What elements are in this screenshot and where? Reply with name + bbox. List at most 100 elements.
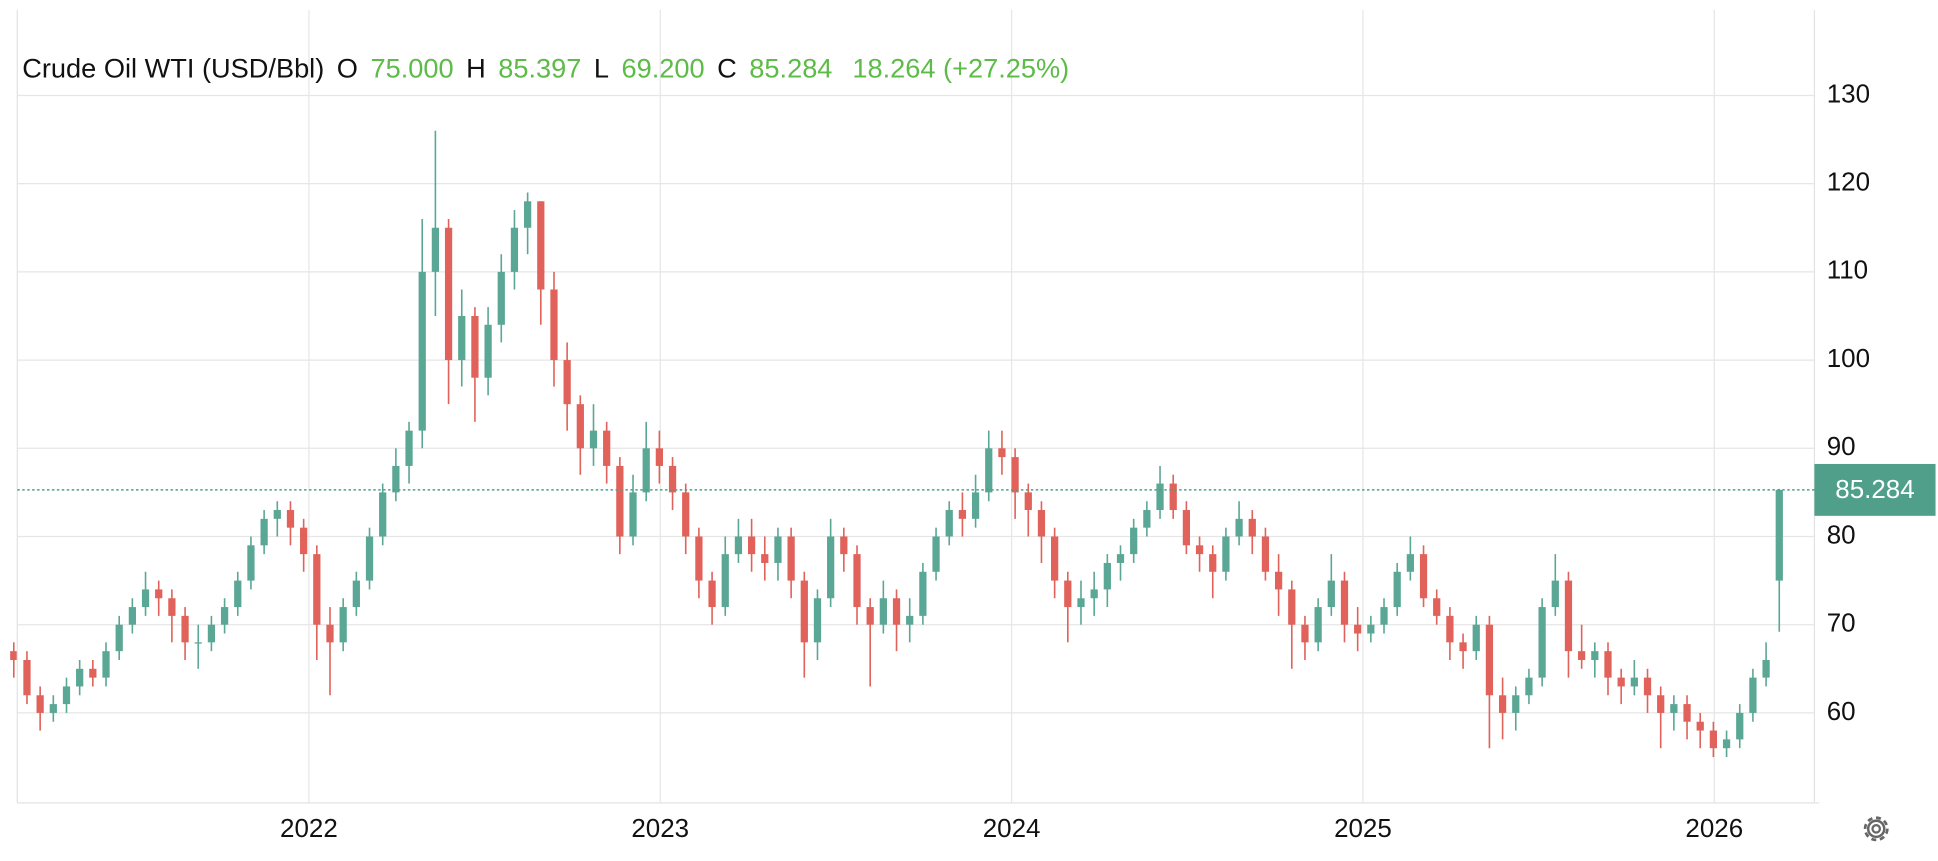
- candle-body: [721, 554, 729, 608]
- candle-body: [49, 704, 57, 713]
- candle-body: [761, 554, 769, 563]
- candle-body: [1538, 607, 1546, 678]
- y-tick-label: 70: [1827, 610, 1856, 638]
- x-tick-label: 2025: [1334, 815, 1392, 843]
- candle-body: [1024, 492, 1032, 511]
- candle-body: [853, 554, 861, 608]
- high-value: 85.397: [498, 53, 581, 84]
- candle-body: [1367, 624, 1375, 634]
- candle-body: [1498, 695, 1507, 713]
- candle-body: [1301, 624, 1309, 643]
- candle-body: [10, 651, 18, 660]
- candle-body: [537, 201, 545, 290]
- candle-body: [1090, 589, 1098, 599]
- candle-body: [1051, 536, 1059, 581]
- candle-body: [155, 589, 163, 599]
- candle-body: [220, 607, 229, 625]
- candle-body: [431, 227, 440, 272]
- candle-body: [1617, 677, 1625, 687]
- last-price-tag: [1814, 463, 1936, 516]
- candle-body: [1077, 598, 1085, 608]
- candle-body: [1419, 554, 1428, 599]
- candle-body: [629, 492, 637, 537]
- candle-body: [589, 430, 598, 449]
- candle-body: [1156, 483, 1164, 511]
- candle-body: [971, 492, 980, 519]
- candle-body: [774, 536, 782, 563]
- candle-body: [339, 607, 347, 643]
- candle-body: [444, 227, 453, 361]
- candle-body: [563, 360, 571, 405]
- candle-body: [866, 607, 874, 625]
- candle-body: [1274, 571, 1283, 590]
- x-tick-label: 2023: [631, 815, 689, 843]
- candle-body: [734, 536, 743, 555]
- candle-body: [1116, 554, 1125, 563]
- candle-body: [1248, 518, 1256, 537]
- candle-body: [194, 642, 202, 644]
- candle-body: [405, 430, 413, 466]
- candle-body: [1169, 483, 1177, 511]
- candle-body: [36, 695, 44, 713]
- change-value: 18.264 (+27.25%): [852, 53, 1069, 84]
- candle-body: [379, 492, 387, 537]
- candle-body: [1446, 615, 1454, 643]
- candle-body: [1235, 518, 1243, 537]
- y-tick-label: 60: [1827, 698, 1856, 726]
- candle-body: [128, 607, 136, 625]
- y-tick-label: 90: [1827, 433, 1856, 461]
- candle-body: [668, 465, 677, 493]
- candle-body: [1406, 554, 1414, 572]
- candle-body: [168, 598, 176, 616]
- candle-body: [800, 580, 808, 643]
- candle-body: [747, 536, 756, 555]
- candle-body: [695, 536, 703, 581]
- candle-body: [945, 510, 953, 537]
- open-value: 75.000: [370, 53, 453, 84]
- close-value: 85.284: [749, 53, 832, 84]
- candle-body: [1459, 642, 1467, 652]
- candle-body: [1103, 562, 1111, 590]
- candle-body: [958, 510, 967, 519]
- candle-body: [1064, 580, 1072, 608]
- candle-body: [642, 448, 650, 493]
- candle-body: [392, 465, 400, 493]
- candle-body: [1433, 598, 1441, 616]
- candle-body: [576, 404, 584, 449]
- candle-body: [484, 324, 492, 378]
- candle-body: [23, 659, 31, 696]
- candle-body: [1130, 527, 1138, 555]
- candle-body: [1643, 677, 1652, 696]
- candle-body: [1564, 580, 1573, 652]
- instrument-name: Crude Oil WTI (USD/Bbl): [22, 53, 324, 84]
- candle-body: [655, 448, 663, 466]
- candle-body: [1775, 489, 1783, 581]
- x-tick-label: 2024: [983, 815, 1041, 843]
- candle-body: [458, 315, 466, 361]
- candle-body: [1604, 651, 1612, 678]
- candle-body: [616, 465, 624, 537]
- candle-body: [1591, 651, 1599, 660]
- candle-body: [102, 651, 110, 678]
- candle-body: [1630, 677, 1638, 687]
- candle-body: [1525, 677, 1533, 696]
- candle-body: [708, 580, 716, 608]
- candle-body: [1485, 624, 1494, 696]
- candle-body: [207, 624, 216, 643]
- x-tick-label: 2026: [1685, 815, 1743, 843]
- candle-body: [1578, 651, 1586, 660]
- y-tick-label: 130: [1827, 80, 1870, 108]
- candle-body: [1393, 571, 1401, 608]
- settings-icon[interactable]: [1863, 816, 1889, 842]
- candle-body: [273, 510, 281, 519]
- candle-body: [603, 430, 611, 466]
- y-tick-label: 110: [1827, 257, 1868, 285]
- candle-body: [497, 271, 505, 325]
- candle-body: [932, 536, 940, 572]
- candle-body: [879, 598, 887, 625]
- close-label: C: [717, 53, 737, 84]
- candle-body: [682, 492, 690, 537]
- candle-body: [418, 271, 426, 431]
